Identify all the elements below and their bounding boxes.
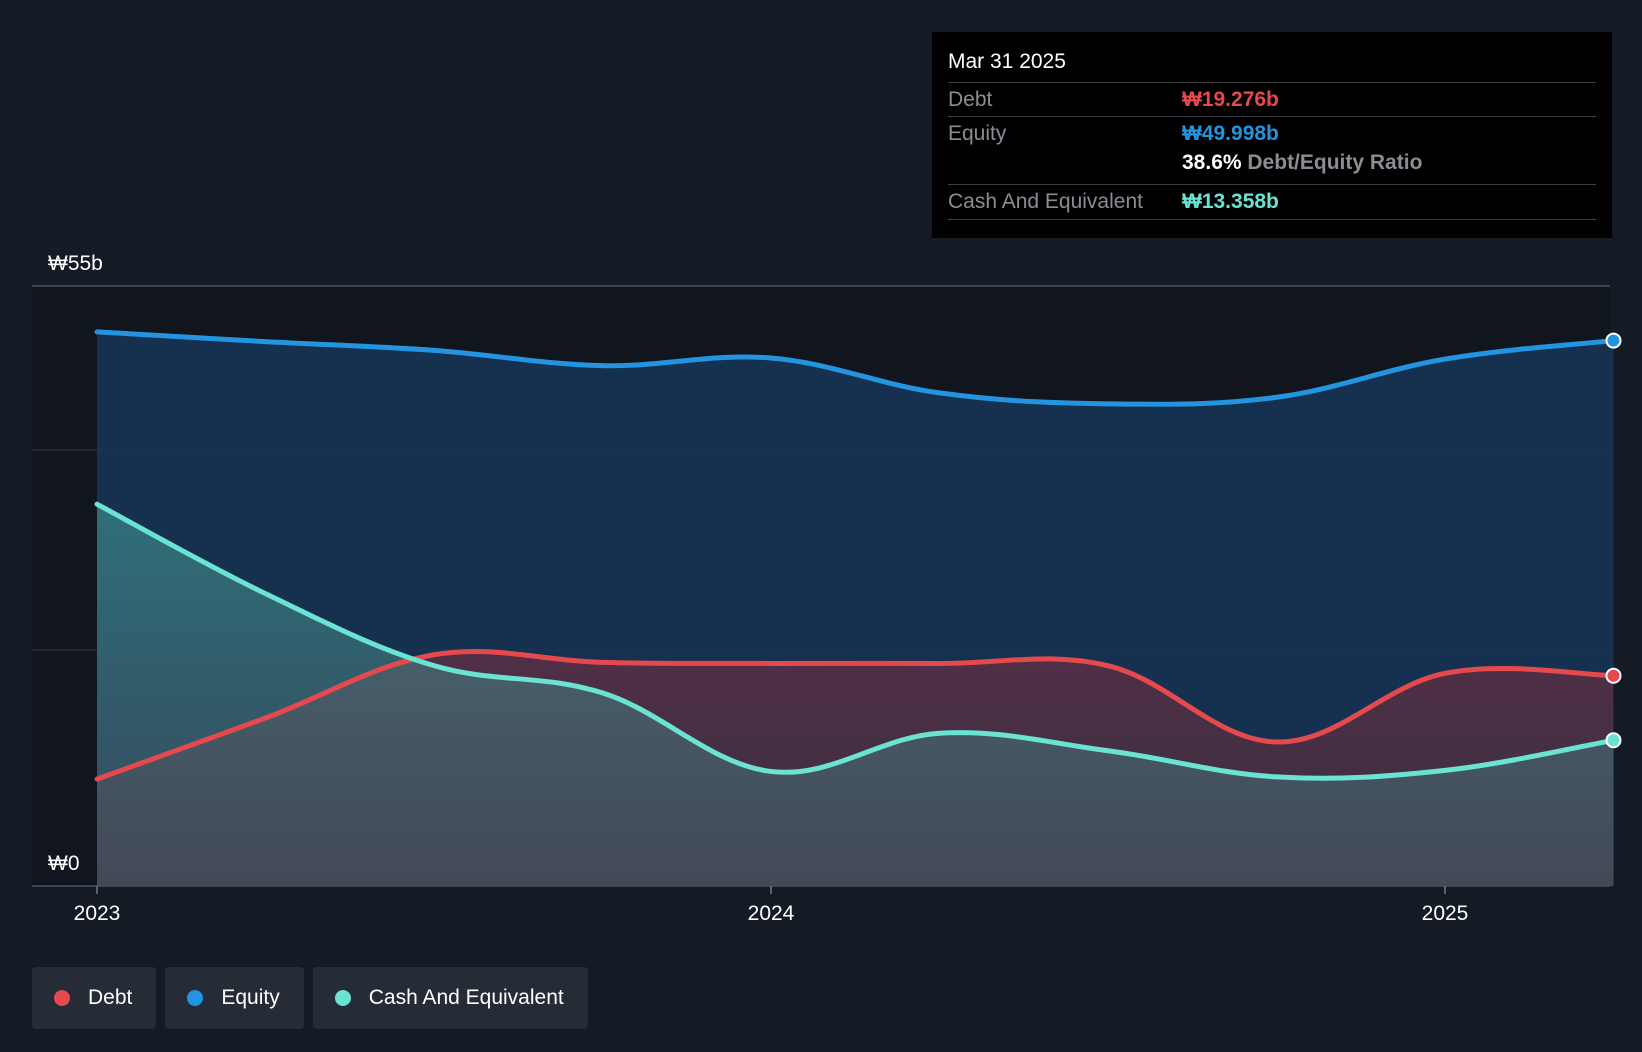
- tooltip-ratio: 38.6% Debt/Equity Ratio: [1182, 151, 1422, 175]
- cash-and-equivalent-area: [97, 504, 1614, 886]
- cash-and-equivalent-line: [94, 501, 1616, 781]
- legend-item-cash[interactable]: Cash And Equivalent: [312, 967, 588, 1029]
- tooltip-row-debt: Debt ₩19.276b: [948, 82, 1596, 117]
- legend-equity-label: Equity: [221, 986, 280, 1009]
- tooltip-cash-value: ₩13.358b: [1182, 190, 1279, 213]
- tooltip-equity-label: Equity: [948, 122, 1007, 145]
- legend-cash-label: Cash And Equivalent: [368, 986, 564, 1009]
- equity-line: [94, 329, 1616, 407]
- debt-line: [94, 648, 1616, 782]
- tooltip-debt-value: ₩19.276b: [1182, 88, 1279, 111]
- tooltip-divider: [948, 219, 1596, 220]
- tooltip-panel: Mar 31 2025 Debt ₩19.276b Equity ₩49.998…: [932, 32, 1612, 238]
- legend-debt-label: Debt: [88, 986, 133, 1009]
- tooltip-date: Mar 31 2025: [948, 50, 1066, 73]
- axis-ticks: 2023 2024 2025: [74, 886, 1469, 925]
- debt-end-marker: [1605, 667, 1622, 684]
- series-lines: [94, 329, 1616, 782]
- legend: Debt Equity Cash And Equivalent: [32, 967, 588, 1029]
- x-tick-label: 2024: [748, 902, 795, 925]
- y-axis-top-label: ₩55b: [48, 252, 103, 275]
- tooltip-ratio-value: 38.6%: [1182, 151, 1242, 174]
- tooltip-debt-label: Debt: [948, 88, 993, 111]
- legend-item-equity[interactable]: Equity: [165, 967, 304, 1029]
- x-tick-label: 2025: [1422, 902, 1469, 925]
- equity-dot-icon: [187, 990, 204, 1006]
- y-axis-bottom-label: ₩0: [48, 852, 80, 875]
- x-tick-label: 2023: [74, 902, 121, 925]
- legend-item-debt[interactable]: Debt: [32, 967, 157, 1029]
- debt-dot-icon: [54, 990, 70, 1006]
- tooltip-ratio-label: Debt/Equity Ratio: [1247, 151, 1423, 174]
- tooltip-equity-value: ₩49.998b: [1182, 122, 1279, 145]
- end-markers: [1605, 332, 1622, 749]
- tooltip-row-equity: Equity ₩49.998b: [948, 116, 1596, 151]
- equity-end-marker: [1605, 332, 1622, 349]
- cash-and-equivalent-end-marker: [1605, 732, 1622, 749]
- tooltip-cash-label: Cash And Equivalent: [948, 190, 1143, 213]
- cash-dot-icon: [334, 990, 351, 1006]
- tooltip-row-cash: Cash And Equivalent ₩13.358b: [948, 184, 1596, 219]
- series-areas: [97, 331, 1614, 886]
